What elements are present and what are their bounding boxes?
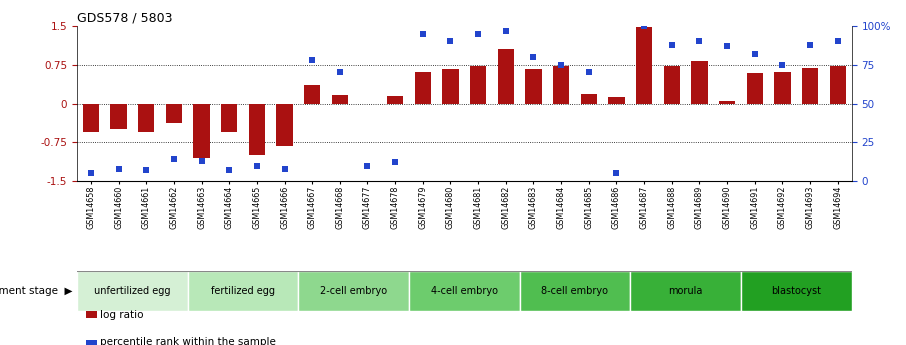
Point bbox=[277, 166, 292, 171]
Bar bbox=[298, 271, 409, 310]
Text: morula: morula bbox=[669, 286, 703, 296]
Text: fertilized egg: fertilized egg bbox=[211, 286, 275, 296]
Point bbox=[83, 171, 98, 176]
Point bbox=[776, 62, 790, 68]
Bar bbox=[520, 271, 631, 310]
Point bbox=[637, 23, 651, 29]
Text: log ratio: log ratio bbox=[100, 310, 143, 319]
Bar bbox=[747, 73, 763, 104]
Bar bbox=[409, 271, 520, 310]
Bar bbox=[802, 68, 818, 104]
Point bbox=[692, 39, 707, 44]
Point bbox=[831, 39, 845, 44]
Point bbox=[720, 43, 735, 49]
Point bbox=[803, 42, 817, 47]
Bar bbox=[608, 97, 625, 104]
Point bbox=[747, 51, 762, 57]
Bar bbox=[332, 95, 348, 103]
Bar bbox=[636, 27, 652, 103]
Bar bbox=[221, 104, 237, 132]
Point bbox=[471, 31, 486, 36]
Bar bbox=[77, 271, 188, 310]
Bar bbox=[741, 271, 852, 310]
Point bbox=[305, 57, 320, 63]
Point bbox=[249, 163, 264, 168]
Text: 2-cell embryo: 2-cell embryo bbox=[320, 286, 387, 296]
Bar bbox=[111, 104, 127, 129]
Text: 4-cell embryo: 4-cell embryo bbox=[431, 286, 497, 296]
Point bbox=[388, 160, 402, 165]
Bar bbox=[387, 96, 403, 104]
Bar bbox=[188, 271, 298, 310]
Bar bbox=[415, 72, 431, 104]
Bar bbox=[774, 72, 791, 104]
Point bbox=[416, 31, 430, 36]
Bar bbox=[193, 104, 210, 158]
Point bbox=[167, 157, 181, 162]
Bar bbox=[631, 271, 741, 310]
Bar bbox=[166, 104, 182, 123]
Bar bbox=[304, 85, 321, 104]
Point bbox=[333, 70, 347, 75]
Point bbox=[665, 42, 680, 47]
Point bbox=[443, 39, 458, 44]
Text: unfertilized egg: unfertilized egg bbox=[94, 286, 170, 296]
Text: 8-cell embryo: 8-cell embryo bbox=[542, 286, 609, 296]
Point bbox=[582, 70, 596, 75]
Text: percentile rank within the sample: percentile rank within the sample bbox=[100, 337, 275, 345]
Text: blastocyst: blastocyst bbox=[771, 286, 822, 296]
Bar bbox=[553, 66, 570, 104]
Text: development stage  ▶: development stage ▶ bbox=[0, 286, 72, 296]
Bar bbox=[497, 49, 514, 104]
Bar bbox=[525, 69, 542, 104]
Bar bbox=[691, 61, 708, 104]
Point bbox=[111, 166, 126, 171]
Text: GDS578 / 5803: GDS578 / 5803 bbox=[77, 12, 172, 25]
Point bbox=[139, 167, 153, 173]
Point bbox=[222, 167, 236, 173]
Bar bbox=[470, 66, 487, 104]
Point bbox=[498, 28, 513, 33]
Point bbox=[194, 158, 208, 164]
Point bbox=[361, 163, 375, 168]
Bar bbox=[138, 104, 154, 132]
Bar bbox=[276, 104, 293, 146]
Bar bbox=[663, 66, 680, 104]
Bar bbox=[581, 94, 597, 103]
Point bbox=[554, 62, 568, 68]
Bar bbox=[82, 104, 99, 132]
Point bbox=[526, 54, 541, 60]
Point bbox=[609, 171, 623, 176]
Bar bbox=[718, 101, 736, 104]
Bar bbox=[248, 104, 265, 155]
Bar bbox=[442, 69, 458, 104]
Bar bbox=[830, 66, 846, 104]
